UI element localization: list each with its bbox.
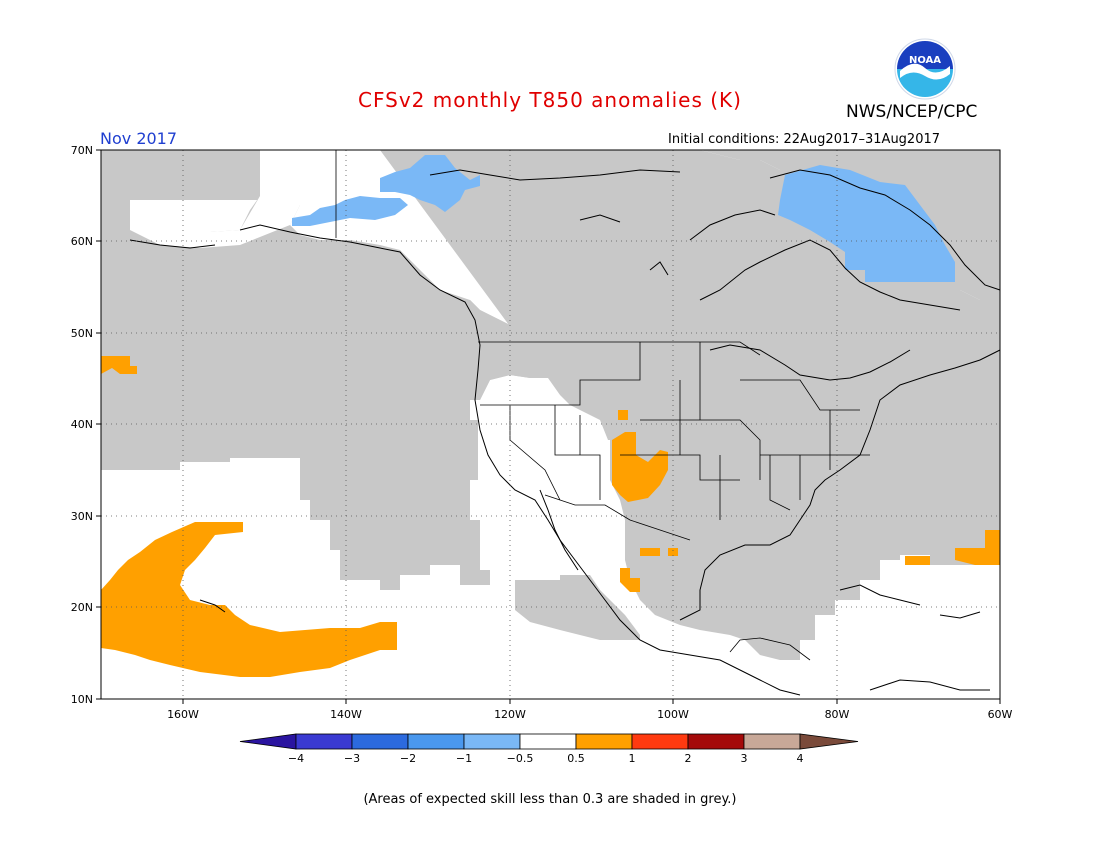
page-title: CFSv2 monthly T850 anomalies (K) — [358, 88, 742, 112]
initial-conditions-label: Initial conditions: 22Aug2017–31Aug2017 — [668, 132, 941, 147]
agency-label: NWS/NCEP/CPC — [846, 102, 978, 122]
noaa-logo-text: NOAA — [909, 55, 941, 66]
white-region-alaska — [130, 196, 300, 248]
noaa-logo: NOAA — [894, 38, 956, 100]
skill-footnote: (Areas of expected skill less than 0.3 a… — [363, 792, 737, 807]
valid-month-label: Nov 2017 — [100, 129, 178, 148]
negative-anomaly-regions — [292, 155, 955, 282]
lat-label-40n: 40N — [71, 418, 93, 431]
lon-label-100w: 100W — [657, 708, 689, 721]
axis-ticks — [96, 149, 1001, 704]
lat-label-50n: 50N — [71, 327, 93, 340]
latitude-labels: 70N 60N 50N 40N 30N 20N 10N — [71, 144, 93, 706]
lat-label-60n: 60N — [71, 235, 93, 248]
lon-label-80w: 80W — [825, 708, 850, 721]
lon-label-60w: 60W — [988, 708, 1013, 721]
longitude-labels: 160W 140W 120W 100W 80W 60W — [167, 708, 1012, 721]
lon-label-160w: 160W — [167, 708, 199, 721]
coastlines — [129, 169, 1001, 696]
lon-label-140w: 140W — [330, 708, 362, 721]
positive-anomaly-regions — [101, 356, 1000, 677]
lon-label-120w: 120W — [494, 708, 526, 721]
political-borders — [335, 150, 870, 661]
low-skill-shading — [101, 150, 1000, 660]
lat-label-20n: 20N — [71, 601, 93, 614]
lat-label-70n: 70N — [71, 144, 93, 157]
lat-label-30n: 30N — [71, 510, 93, 523]
white-region-southwest — [478, 390, 612, 512]
lat-label-10n: 10N — [71, 693, 93, 706]
